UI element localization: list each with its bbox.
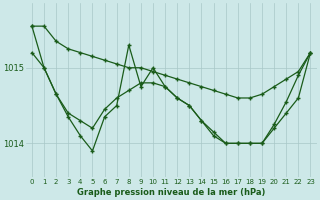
X-axis label: Graphe pression niveau de la mer (hPa): Graphe pression niveau de la mer (hPa) xyxy=(77,188,265,197)
